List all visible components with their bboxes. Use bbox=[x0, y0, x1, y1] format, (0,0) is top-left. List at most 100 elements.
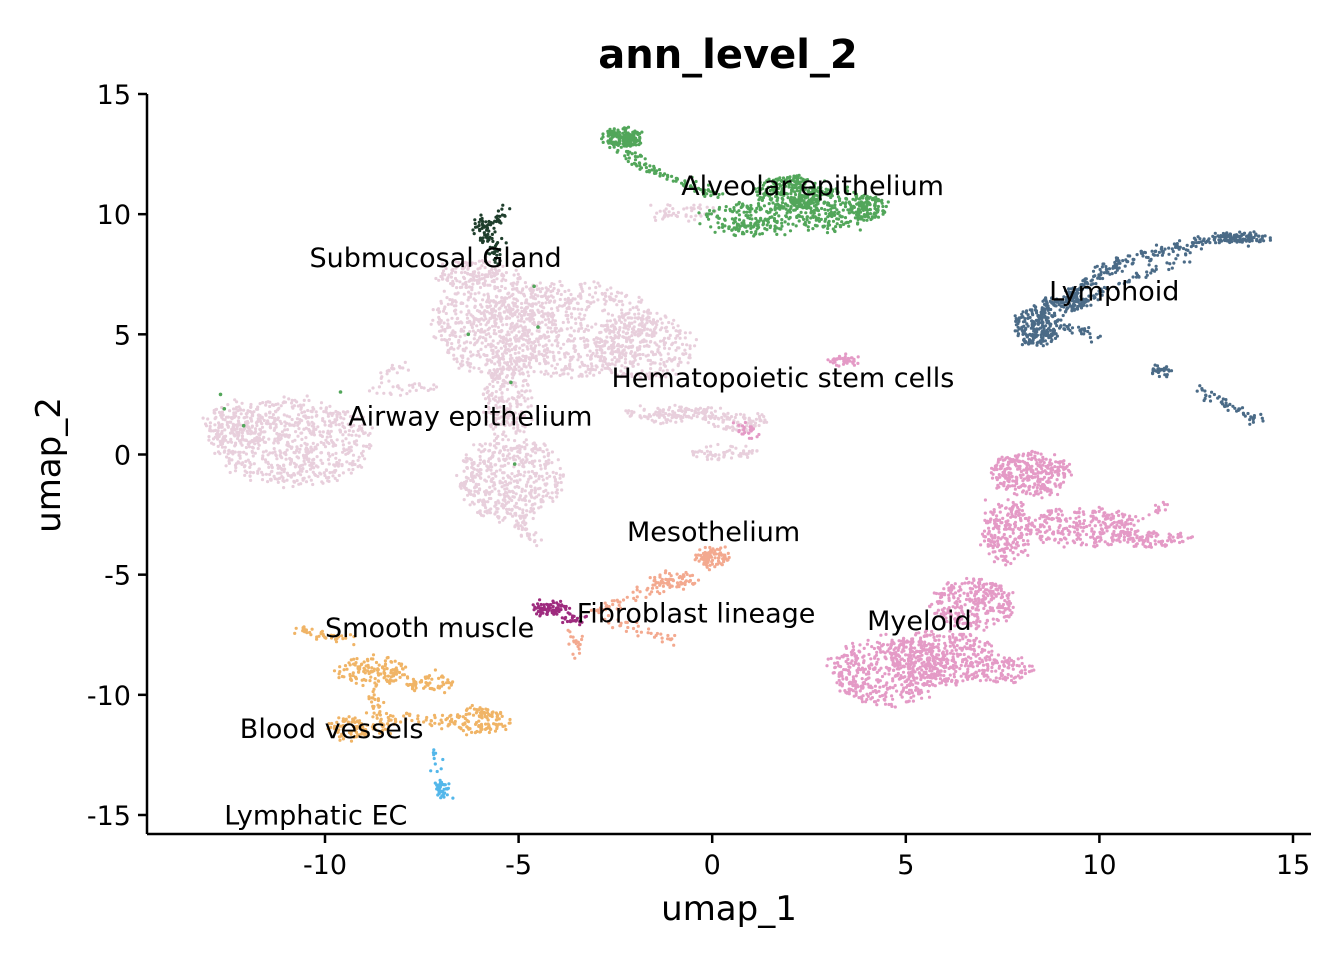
point-airway-epithelium bbox=[501, 365, 505, 369]
point-airway-epithelium bbox=[532, 441, 536, 445]
point-airway-epithelium bbox=[515, 305, 519, 309]
point-airway-epithelium bbox=[264, 472, 268, 476]
point-airway-epithelium bbox=[620, 308, 624, 312]
point-airway-epithelium bbox=[319, 440, 323, 444]
point-airway-epithelium bbox=[716, 416, 720, 420]
point-airway-epithelium bbox=[285, 443, 289, 447]
point-airway-epithelium bbox=[471, 477, 475, 481]
point-airway-epithelium bbox=[272, 428, 276, 432]
point-airway-epithelium bbox=[658, 209, 662, 213]
point-airway-epithelium bbox=[753, 424, 757, 428]
point-airway-epithelium bbox=[551, 313, 555, 318]
point-airway-epithelium bbox=[414, 388, 418, 392]
point-airway-epithelium bbox=[360, 451, 364, 455]
point-airway-epithelium bbox=[346, 422, 350, 426]
point-airway-epithelium bbox=[237, 450, 241, 454]
point-alveolar-epithelium bbox=[750, 217, 754, 221]
point-airway-epithelium bbox=[524, 455, 528, 459]
point-airway-epithelium bbox=[505, 315, 509, 319]
point-airway-epithelium bbox=[478, 509, 482, 513]
point-airway-epithelium bbox=[473, 489, 477, 493]
point-airway-epithelium bbox=[217, 426, 221, 430]
point-airway-epithelium bbox=[579, 318, 584, 322]
point-airway-epithelium bbox=[302, 410, 307, 414]
point-airway-epithelium bbox=[297, 482, 301, 486]
point-airway-epithelium bbox=[624, 373, 628, 377]
point-airway-epithelium bbox=[493, 362, 497, 366]
point-airway-epithelium bbox=[510, 362, 514, 366]
point-airway-epithelium bbox=[545, 296, 549, 300]
point-airway-epithelium bbox=[530, 503, 534, 507]
point-airway-epithelium bbox=[293, 398, 297, 402]
point-airway-epithelium bbox=[501, 420, 505, 424]
point-airway-epithelium bbox=[509, 312, 513, 316]
point-airway-epithelium bbox=[235, 405, 239, 410]
point-airway-epithelium bbox=[648, 371, 652, 375]
point-airway-epithelium bbox=[460, 271, 464, 275]
point-airway-epithelium bbox=[450, 271, 454, 275]
point-airway-epithelium bbox=[525, 532, 530, 536]
point-airway-epithelium bbox=[456, 346, 460, 350]
point-airway-epithelium bbox=[309, 449, 313, 453]
point-airway-epithelium bbox=[473, 292, 477, 296]
point-airway-epithelium bbox=[459, 327, 463, 331]
point-airway-epithelium bbox=[514, 268, 518, 272]
point-airway-epithelium bbox=[676, 364, 680, 368]
point-airway-epithelium bbox=[587, 286, 592, 290]
point-airway-epithelium bbox=[253, 442, 257, 446]
point-airway-epithelium bbox=[521, 384, 525, 388]
point-airway-epithelium bbox=[522, 320, 526, 324]
point-airway-epithelium bbox=[515, 299, 520, 303]
point-airway-epithelium bbox=[600, 368, 604, 372]
point-airway-epithelium bbox=[450, 331, 454, 335]
point-airway-epithelium bbox=[506, 347, 510, 352]
point-airway-epithelium bbox=[467, 290, 471, 294]
point-airway-epithelium bbox=[329, 435, 333, 439]
point-airway-epithelium bbox=[299, 473, 303, 477]
point-airway-epithelium bbox=[276, 441, 280, 445]
point-airway-epithelium bbox=[523, 498, 528, 503]
point-airway-epithelium bbox=[530, 304, 535, 308]
point-airway-epithelium bbox=[757, 414, 762, 419]
point-airway-epithelium bbox=[225, 423, 229, 427]
point-airway-epithelium bbox=[517, 369, 521, 373]
point-airway-epithelium bbox=[458, 335, 462, 339]
point-airway-epithelium bbox=[536, 294, 540, 298]
point-airway-epithelium bbox=[248, 465, 252, 469]
point-airway-epithelium bbox=[596, 298, 600, 302]
point-airway-epithelium bbox=[245, 415, 249, 419]
point-alveolar-epithelium bbox=[737, 218, 742, 222]
point-airway-epithelium bbox=[573, 337, 577, 341]
point-airway-epithelium bbox=[621, 351, 625, 356]
point-airway-epithelium bbox=[312, 407, 316, 411]
point-airway-epithelium bbox=[498, 449, 502, 453]
point-airway-epithelium bbox=[401, 366, 405, 370]
point-airway-epithelium bbox=[490, 465, 494, 469]
point-airway-epithelium bbox=[290, 398, 294, 402]
point-alveolar-epithelium bbox=[740, 205, 744, 209]
point-airway-epithelium bbox=[493, 504, 497, 508]
point-airway-epithelium bbox=[610, 313, 615, 317]
point-airway-epithelium bbox=[223, 449, 227, 453]
point-airway-epithelium bbox=[498, 306, 502, 310]
point-airway-epithelium bbox=[543, 466, 547, 470]
point-airway-epithelium bbox=[438, 310, 442, 314]
point-airway-epithelium bbox=[303, 414, 307, 418]
point-lymphoid bbox=[1059, 318, 1063, 322]
point-airway-epithelium bbox=[290, 401, 294, 405]
point-airway-epithelium bbox=[490, 310, 494, 314]
point-airway-epithelium bbox=[524, 494, 528, 498]
point-airway-epithelium bbox=[667, 213, 671, 217]
point-airway-epithelium bbox=[681, 352, 685, 356]
point-airway-epithelium bbox=[582, 336, 586, 340]
point-lymphoid bbox=[1024, 327, 1028, 331]
point-airway-epithelium bbox=[663, 341, 668, 345]
point-alveolar-epithelium bbox=[716, 221, 720, 225]
point-airway-epithelium bbox=[347, 429, 351, 433]
point-airway-epithelium bbox=[497, 457, 501, 461]
point-airway-epithelium bbox=[230, 427, 234, 431]
chart-title: ann_level_2 bbox=[598, 32, 858, 78]
point-airway-epithelium bbox=[630, 327, 635, 331]
point-airway-epithelium bbox=[257, 433, 262, 437]
point-airway-epithelium bbox=[647, 377, 651, 381]
